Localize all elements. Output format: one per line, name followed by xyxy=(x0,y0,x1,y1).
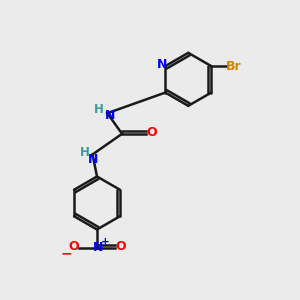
Text: O: O xyxy=(115,240,126,254)
Text: +: + xyxy=(101,238,110,248)
Text: N: N xyxy=(87,153,98,166)
Text: N: N xyxy=(93,241,104,254)
Text: H: H xyxy=(80,146,89,159)
Text: O: O xyxy=(68,240,79,254)
Text: N: N xyxy=(104,109,115,122)
Text: H: H xyxy=(94,103,104,116)
Text: O: O xyxy=(147,126,158,139)
Text: Br: Br xyxy=(226,60,241,73)
Text: N: N xyxy=(157,58,167,71)
Text: −: − xyxy=(61,246,72,260)
